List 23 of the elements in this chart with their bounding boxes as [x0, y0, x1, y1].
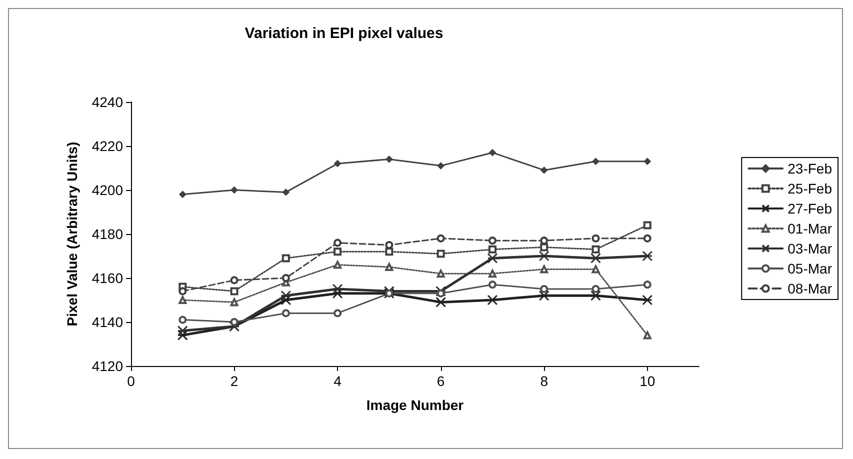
- x-tick-label: 2: [230, 373, 238, 389]
- x-tick-label: 0: [127, 373, 136, 389]
- y-axis-title: Pixel Value (Arbitrary Units): [64, 142, 80, 326]
- x-axis-title: Image Number: [366, 397, 464, 413]
- legend-label: 27-Feb: [788, 200, 832, 216]
- y-tick-label: 4240: [92, 94, 124, 110]
- x-tick-label: 10: [640, 373, 656, 389]
- legend-label: 25-Feb: [788, 180, 832, 196]
- x-tick-label: 4: [334, 373, 342, 389]
- y-tick-label: 4140: [92, 314, 124, 330]
- chart-title: Variation in EPI pixel values: [244, 25, 444, 42]
- legend-label: 03-Mar: [788, 240, 832, 256]
- legend-label: 23-Feb: [788, 160, 832, 176]
- y-tick-label: 4180: [92, 226, 124, 242]
- x-tick-label: 8: [540, 373, 548, 389]
- y-tick-label: 4120: [92, 358, 124, 374]
- y-tick-label: 4200: [92, 182, 124, 198]
- y-tick-label: 4220: [92, 138, 124, 154]
- legend-label: 08-Mar: [788, 280, 832, 296]
- legend-label: 05-Mar: [788, 260, 832, 276]
- x-tick-label: 6: [436, 373, 445, 389]
- legend-label: 01-Mar: [788, 220, 832, 236]
- y-tick-label: 4160: [92, 270, 124, 286]
